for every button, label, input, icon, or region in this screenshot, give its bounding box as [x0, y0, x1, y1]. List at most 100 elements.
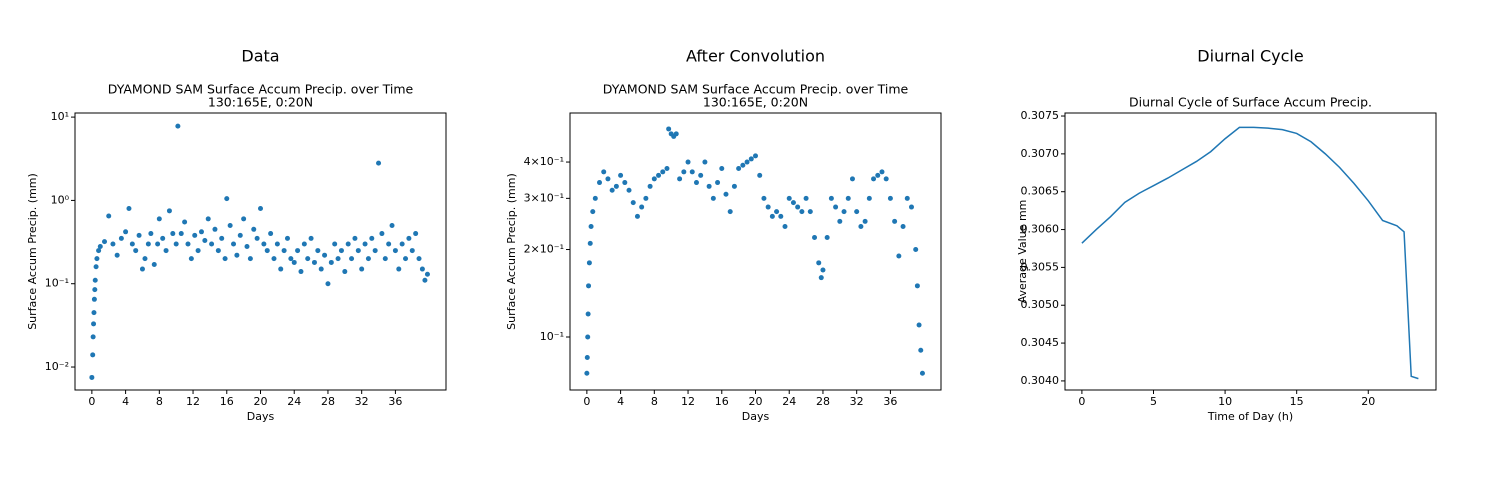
- data-point: [406, 235, 412, 241]
- data-point: [609, 187, 615, 193]
- y-tick-label: 3×10⁻¹: [524, 191, 564, 204]
- data-point: [298, 269, 304, 275]
- data-point: [376, 160, 382, 166]
- x-tick-label: 8: [156, 395, 163, 408]
- data-point: [268, 231, 274, 237]
- y-tick-label: 0.3055: [1021, 260, 1060, 273]
- data-point: [389, 222, 395, 228]
- x-tick-label: 4: [617, 395, 624, 408]
- data-point: [355, 248, 361, 254]
- data-point: [807, 209, 813, 215]
- data-point: [261, 241, 267, 247]
- data-point: [91, 296, 97, 302]
- data-point: [198, 229, 204, 235]
- x-tick-label: 16: [715, 395, 729, 408]
- data-point: [133, 248, 139, 254]
- data-point: [673, 131, 679, 137]
- y-tick-label: 10⁻¹: [45, 277, 69, 290]
- data-point: [586, 283, 592, 289]
- data-point: [195, 248, 201, 254]
- data-point: [685, 159, 691, 165]
- data-point: [849, 176, 855, 182]
- data-point: [782, 224, 788, 230]
- data-point: [89, 374, 95, 380]
- data-point: [643, 195, 649, 201]
- data-point: [151, 262, 157, 268]
- y-tick-label: 0.3065: [1021, 185, 1060, 198]
- x-tick-label: 24: [782, 395, 796, 408]
- data-point: [818, 275, 824, 281]
- data-point: [156, 216, 162, 222]
- data-point: [335, 256, 341, 262]
- y-axis-label: Surface Accum Precip. (mm): [505, 173, 518, 330]
- data-point: [212, 226, 218, 232]
- data-point: [778, 213, 784, 219]
- data-point: [106, 213, 112, 219]
- data-point: [774, 209, 780, 215]
- data-point: [588, 224, 594, 230]
- data-point: [362, 241, 368, 247]
- y-tick-label: 0.3040: [1021, 374, 1060, 387]
- data-point: [790, 200, 796, 206]
- y-tick-label: 2×10⁻¹: [524, 243, 564, 256]
- x-tick-label: 24: [287, 395, 301, 408]
- data-point: [613, 183, 619, 189]
- data-point: [254, 235, 260, 241]
- data-point: [170, 231, 176, 237]
- data-point: [342, 269, 348, 275]
- x-tick-label: 36: [388, 395, 402, 408]
- data-point: [833, 204, 839, 210]
- data-point: [163, 248, 169, 254]
- data-point: [102, 239, 108, 245]
- x-tick-label: 0: [583, 395, 590, 408]
- data-point: [887, 195, 893, 201]
- data-point: [271, 256, 277, 262]
- x-axis-label: Days: [742, 410, 770, 423]
- data-point: [587, 240, 593, 246]
- x-axis-label: Time of Day (h): [1207, 410, 1293, 423]
- data-point: [288, 256, 294, 262]
- data-point: [706, 183, 712, 189]
- data-point: [192, 232, 198, 238]
- y-tick-label: 10⁻²: [45, 360, 69, 373]
- data-point: [202, 238, 208, 244]
- data-point: [284, 235, 290, 241]
- data-point: [862, 218, 868, 224]
- data-point: [91, 321, 97, 327]
- data-point: [97, 243, 103, 249]
- x-tick-label: 0: [88, 395, 95, 408]
- y-tick-label: 0.3070: [1021, 147, 1060, 160]
- data-point: [748, 156, 754, 162]
- data-point: [224, 196, 230, 202]
- data-point: [664, 166, 670, 172]
- data-point: [219, 235, 225, 241]
- data-point: [178, 231, 184, 237]
- x-tick-label: 20: [1361, 395, 1375, 408]
- data-point: [786, 195, 792, 201]
- data-point: [409, 248, 415, 254]
- data-point: [328, 259, 334, 265]
- data-point: [761, 195, 767, 201]
- data-point: [365, 256, 371, 262]
- data-point: [626, 187, 632, 193]
- data-point: [92, 287, 98, 293]
- data-point: [413, 231, 419, 237]
- data-point: [278, 266, 284, 272]
- data-point: [727, 209, 733, 215]
- data-point: [352, 235, 358, 241]
- y-tick-label: 10⁻¹: [540, 330, 564, 343]
- data-point: [710, 195, 716, 201]
- data-point: [372, 248, 378, 254]
- chart-title: DYAMOND SAM Surface Accum Precip. over T…: [108, 82, 414, 97]
- data-point: [592, 195, 598, 201]
- data-point: [392, 248, 398, 254]
- x-tick-label: 16: [220, 395, 234, 408]
- data-point: [820, 267, 826, 273]
- data-point: [91, 310, 97, 316]
- data-point: [590, 209, 596, 215]
- x-tick-label: 32: [355, 395, 369, 408]
- data-point: [175, 123, 181, 129]
- data-point: [114, 252, 120, 258]
- data-point: [601, 169, 607, 175]
- data-point: [677, 176, 683, 182]
